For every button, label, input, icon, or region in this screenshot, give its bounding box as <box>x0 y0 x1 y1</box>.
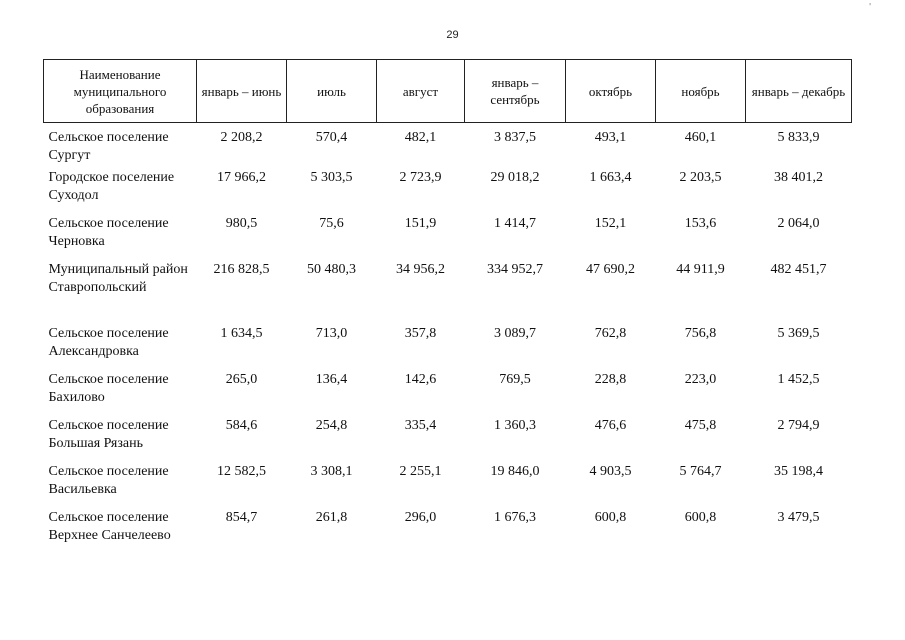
value-cell: 1 676,3 <box>494 510 536 525</box>
value-cell: 980,5 <box>225 216 258 231</box>
table-row: Сельское поселение Сургут 2 208,2 570,4 482… <box>44 123 852 170</box>
value-cell: 5 303,5 <box>310 170 353 185</box>
value-cell: 1 360,3 <box>494 418 536 433</box>
value-cell: 152,1 <box>594 216 627 231</box>
value-cell: 570,4 <box>315 130 348 145</box>
value-cell: 1 452,5 <box>777 372 820 387</box>
column-header-period: январь – сентябрь <box>464 59 566 123</box>
municipality-name: Сельское поселение Сургут <box>48 130 169 163</box>
value-cell: 756,8 <box>684 326 717 341</box>
value-cell: 3 308,1 <box>310 464 353 479</box>
value-cell: 153,6 <box>684 216 717 231</box>
value-cell: 34 956,2 <box>396 262 445 277</box>
value-cell: 334 952,7 <box>487 262 543 277</box>
value-cell: 75,6 <box>319 216 344 231</box>
value-cell: 2 794,9 <box>777 418 820 433</box>
page-number: 29 <box>446 29 459 41</box>
municipality-name: Сельское поселение Большая Рязань <box>48 418 169 451</box>
value-cell: 482,1 <box>404 130 437 145</box>
value-cell: 600,8 <box>594 510 627 525</box>
column-header-period: ноябрь <box>655 59 746 123</box>
value-cell: 335,4 <box>404 418 437 433</box>
value-cell: 296,0 <box>404 510 437 525</box>
value-cell: 151,9 <box>404 216 437 231</box>
column-header-period: октябрь <box>565 59 656 123</box>
value-cell: 460,1 <box>684 130 717 145</box>
value-cell: 493,1 <box>594 130 627 145</box>
value-cell: 35 198,4 <box>774 464 823 479</box>
table-row: Городское поселение Суходол 17 966,2 5 303… <box>44 169 852 215</box>
value-cell: 38 401,2 <box>774 170 823 185</box>
value-cell: 261,8 <box>315 510 348 525</box>
value-cell: 265,0 <box>225 372 258 387</box>
value-cell: 19 846,0 <box>490 464 540 479</box>
value-cell: 4 903,5 <box>589 464 632 479</box>
table-body: Сельское поселение Сургут 2 208,2 570,4 482… <box>44 123 852 556</box>
value-cell: 5 833,9 <box>777 130 820 145</box>
municipality-name: Сельское поселение Васильевка <box>48 464 169 497</box>
value-cell: 47 690,2 <box>586 262 635 277</box>
corner-mark: ' <box>869 2 871 13</box>
municipality-name: Сельское поселение Александровка <box>48 326 169 359</box>
value-cell: 3 089,7 <box>494 326 536 341</box>
value-cell: 12 582,5 <box>217 464 266 479</box>
value-cell: 2 203,5 <box>679 170 722 185</box>
value-cell: 482 451,7 <box>770 262 827 277</box>
value-cell: 1 414,7 <box>494 216 536 231</box>
table-row: Сельское поселение Александровка 1 634,5 7… <box>44 325 852 371</box>
value-cell: 50 480,3 <box>307 262 356 277</box>
value-cell: 584,6 <box>225 418 258 433</box>
municipality-name: Сельское поселение Бахилово <box>48 372 169 405</box>
municipality-name: Сельское поселение Верхнее Санчелеево <box>48 510 171 543</box>
value-cell: 29 018,2 <box>490 170 540 185</box>
value-cell: 216 828,5 <box>213 262 270 277</box>
header-row: Наименование муниципального образования я… <box>43 59 852 123</box>
column-header-period: июль <box>286 59 377 123</box>
value-cell: 254,8 <box>315 418 348 433</box>
value-cell: 762,8 <box>594 326 627 341</box>
value-cell: 142,6 <box>404 372 437 387</box>
value-cell: 769,5 <box>499 372 531 387</box>
value-cell: 2 723,9 <box>399 170 442 185</box>
column-header-period: август <box>376 59 465 123</box>
value-cell: 476,6 <box>594 418 627 433</box>
value-cell: 357,8 <box>404 326 437 341</box>
column-header-name: Наименование муниципального образования <box>43 59 197 123</box>
table-row: Сельское поселение Черновка 980,5 75,6 151,… <box>44 215 852 261</box>
table-row: Сельское поселение Бахилово 265,0 136,4 142… <box>44 371 852 417</box>
municipal-data-table: Наименование муниципального образования я… <box>43 59 852 555</box>
value-cell: 17 966,2 <box>217 170 266 185</box>
value-cell: 5 369,5 <box>777 326 820 341</box>
table-row: Муниципальный район Ставропольский 216 82… <box>44 261 852 325</box>
column-header-period: январь – декабрь <box>745 59 852 123</box>
value-cell: 5 764,7 <box>679 464 722 479</box>
table-row: Сельское поселение Васильевка 12 582,5 3 3… <box>44 463 852 509</box>
municipality-name: Городское поселение Суходол <box>48 170 175 203</box>
value-cell: 223,0 <box>684 372 717 387</box>
value-cell: 854,7 <box>225 510 258 525</box>
municipality-name: Муниципальный район Ставропольский <box>48 262 188 295</box>
value-cell: 228,8 <box>594 372 627 387</box>
table-row: Сельское поселение Верхнее Санчелеево 854… <box>44 509 852 555</box>
value-cell: 44 911,9 <box>676 262 725 277</box>
value-cell: 2 208,2 <box>220 130 263 145</box>
value-cell: 2 064,0 <box>777 216 820 231</box>
value-cell: 475,8 <box>684 418 717 433</box>
municipality-name: Сельское поселение Черновка <box>48 216 169 249</box>
value-cell: 1 634,5 <box>220 326 263 341</box>
value-cell: 713,0 <box>315 326 348 341</box>
value-cell: 3 479,5 <box>777 510 820 525</box>
value-cell: 136,4 <box>315 372 348 387</box>
column-header-period: январь – июнь <box>196 59 287 123</box>
value-cell: 600,8 <box>684 510 717 525</box>
value-cell: 3 837,5 <box>494 130 536 145</box>
table-row: Сельское поселение Большая Рязань 584,6 25… <box>44 417 852 463</box>
value-cell: 1 663,4 <box>589 170 632 185</box>
value-cell: 2 255,1 <box>399 464 442 479</box>
